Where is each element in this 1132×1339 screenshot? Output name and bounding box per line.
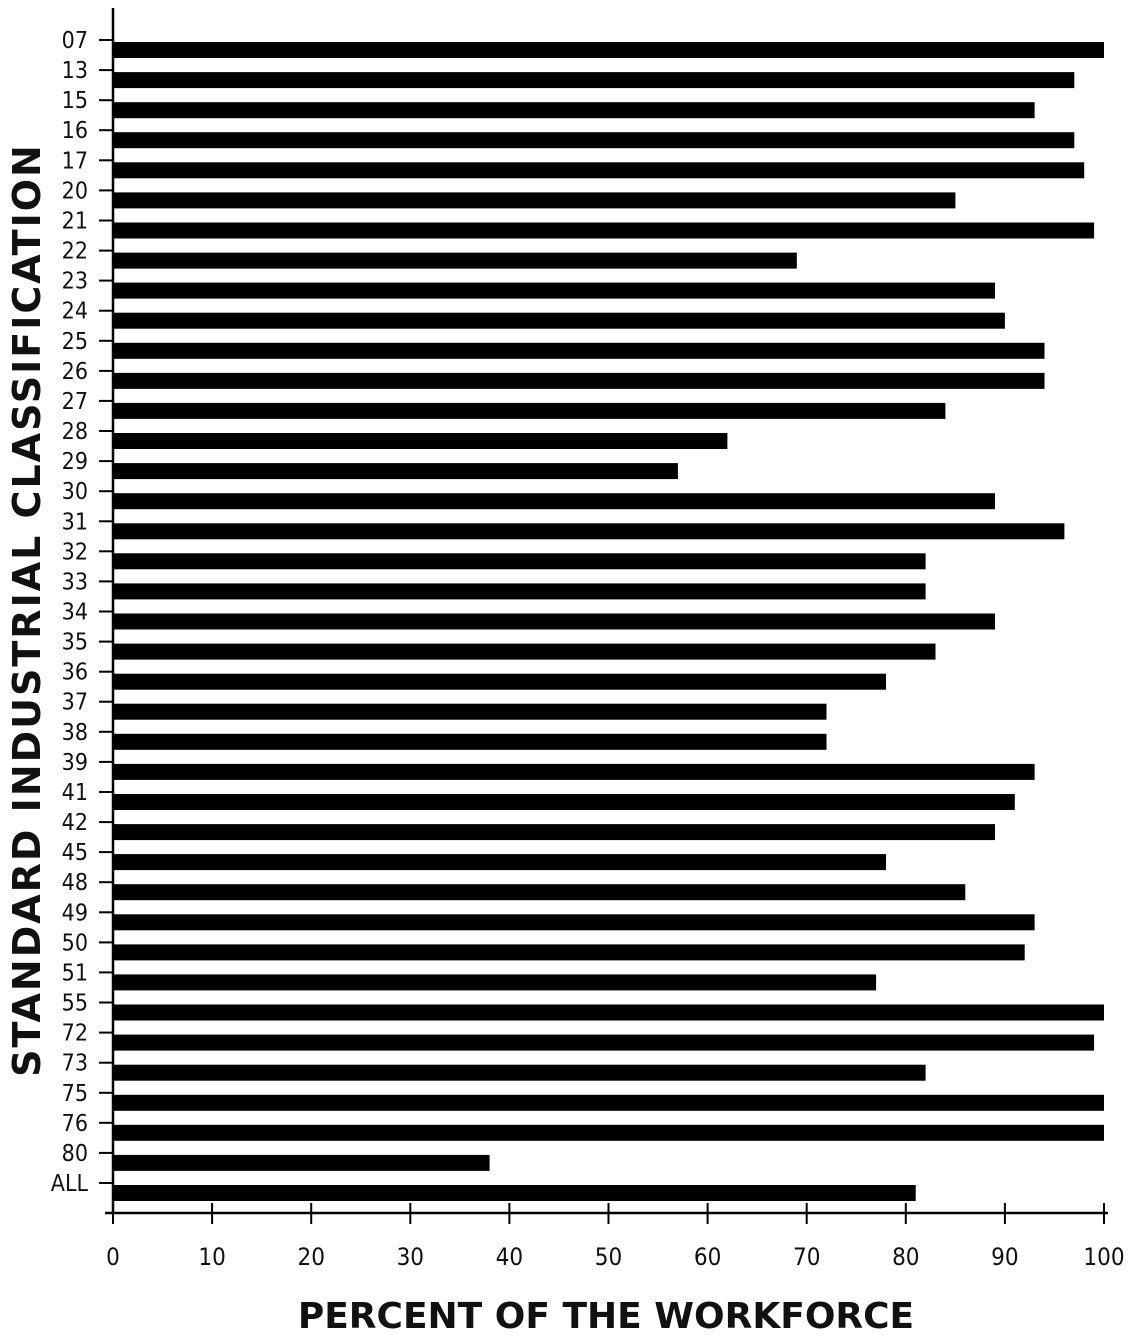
bar-36: [113, 673, 886, 690]
category-label-29: 29: [62, 449, 88, 475]
bar-27: [113, 402, 946, 419]
bar-35: [113, 643, 936, 660]
bar-23: [113, 282, 995, 299]
category-label-51: 51: [62, 960, 88, 986]
bar-80: [113, 1154, 490, 1171]
y-axis-title: STANDARD INDUSTRIAL CLASSIFICATION: [5, 143, 49, 1077]
bar-all: [113, 1185, 916, 1201]
bar-51: [113, 974, 877, 991]
bar-49: [113, 914, 1035, 931]
bar-72: [113, 1034, 1095, 1051]
bar-17: [113, 162, 1085, 179]
bar-37: [113, 703, 827, 720]
category-label-33: 33: [62, 569, 88, 595]
x-tick-label-70: 70: [793, 1243, 820, 1271]
category-label-72: 72: [62, 1021, 88, 1047]
category-label-45: 45: [62, 840, 88, 866]
category-label-34: 34: [62, 600, 88, 626]
bar-50: [113, 944, 1025, 961]
category-label-48: 48: [62, 870, 88, 896]
x-tick-label-50: 50: [595, 1243, 622, 1271]
x-tick-label-90: 90: [991, 1243, 1018, 1271]
category-label-21: 21: [62, 209, 88, 235]
bar-29: [113, 463, 678, 480]
category-labels-group: 07 13 15 16 17 20 21 22 23 24 25 26 27 28 29 30 31 32 33 34…: [51, 28, 89, 1197]
category-label-all: ALL: [51, 1171, 89, 1197]
axes-group: [99, 8, 1108, 1224]
category-label-23: 23: [62, 269, 88, 295]
category-label-50: 50: [62, 930, 88, 956]
bar-16: [113, 132, 1075, 149]
bar-42: [113, 824, 995, 841]
category-label-30: 30: [62, 479, 88, 505]
bar-48: [113, 884, 966, 901]
x-tick-label-30: 30: [397, 1243, 424, 1271]
x-tick-labels-group: 0 10 20 30 40 50 60 70 80 90 100: [106, 1243, 1124, 1271]
bar-15: [113, 102, 1035, 119]
category-label-22: 22: [62, 239, 88, 265]
bar-34: [113, 613, 995, 630]
category-label-32: 32: [62, 539, 88, 565]
bar-21: [113, 222, 1095, 239]
bar-32: [113, 553, 926, 570]
category-label-27: 27: [62, 389, 88, 415]
bar-33: [113, 583, 926, 600]
bar-25: [113, 342, 1045, 359]
category-label-24: 24: [62, 299, 88, 325]
category-label-42: 42: [62, 810, 88, 836]
bar-39: [113, 763, 1035, 780]
bar-24: [113, 312, 1005, 329]
category-label-75: 75: [62, 1081, 88, 1107]
x-tick-label-10: 10: [198, 1243, 225, 1271]
category-label-39: 39: [62, 750, 88, 776]
x-tick-label-100: 100: [1083, 1243, 1124, 1271]
category-label-49: 49: [62, 900, 88, 926]
category-label-13: 13: [62, 58, 88, 84]
bar-20: [113, 192, 956, 209]
x-tick-label-80: 80: [892, 1243, 919, 1271]
bar-45: [113, 854, 886, 871]
category-label-35: 35: [62, 630, 88, 656]
category-label-26: 26: [62, 359, 88, 385]
category-label-80: 80: [62, 1141, 88, 1167]
bar-76: [113, 1124, 1104, 1141]
x-tick-label-0: 0: [106, 1243, 120, 1271]
bar-13: [113, 72, 1075, 89]
category-label-73: 73: [62, 1051, 88, 1077]
bar-73: [113, 1064, 926, 1081]
category-label-25: 25: [62, 329, 88, 355]
bar-38: [113, 733, 827, 750]
bar-28: [113, 433, 728, 449]
category-label-28: 28: [62, 419, 88, 445]
bar-31: [113, 523, 1065, 540]
bars-group: [113, 42, 1104, 1201]
bar-22: [113, 252, 797, 269]
category-label-20: 20: [62, 178, 88, 204]
bar-30: [113, 493, 995, 510]
category-label-76: 76: [62, 1111, 88, 1137]
x-axis-title: PERCENT OF THE WORKFORCE: [298, 1296, 914, 1337]
bar-55: [113, 1004, 1104, 1021]
category-label-36: 36: [62, 660, 88, 686]
x-tick-label-40: 40: [496, 1243, 523, 1271]
category-label-38: 38: [62, 720, 88, 746]
bar-75: [113, 1094, 1104, 1111]
bar-41: [113, 794, 1015, 810]
bar-26: [113, 372, 1045, 389]
category-label-17: 17: [62, 148, 88, 174]
x-tick-label-60: 60: [694, 1243, 721, 1271]
category-label-55: 55: [62, 991, 88, 1017]
category-label-31: 31: [62, 509, 88, 535]
category-label-37: 37: [62, 690, 88, 716]
category-label-41: 41: [62, 780, 88, 806]
x-tick-label-20: 20: [297, 1243, 324, 1271]
category-label-16: 16: [62, 118, 88, 144]
category-label-15: 15: [62, 88, 88, 114]
category-label-07: 07: [62, 28, 88, 54]
bar-07: [113, 42, 1104, 58]
